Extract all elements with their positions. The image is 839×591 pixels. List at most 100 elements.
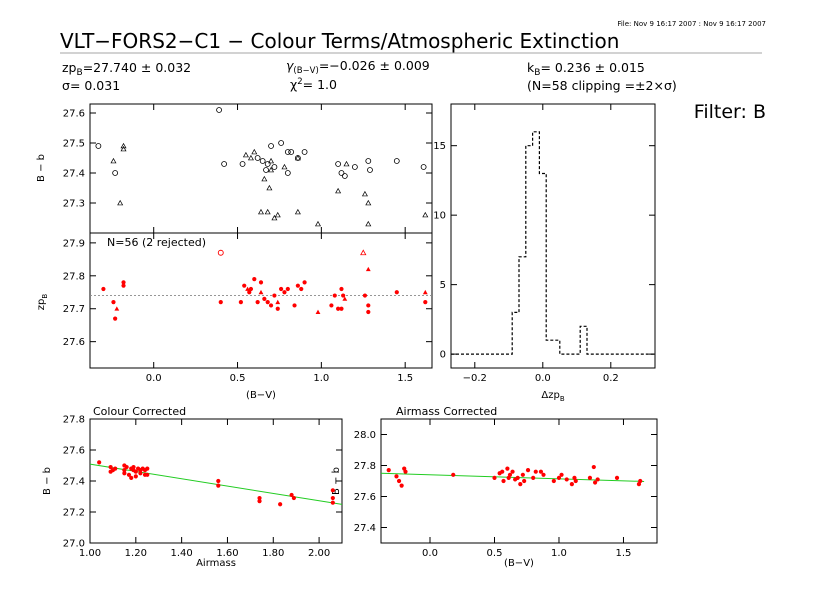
data-point bbox=[248, 286, 254, 292]
colour-corrected-x-axis-label: Airmass bbox=[196, 558, 236, 569]
data-point bbox=[394, 474, 399, 479]
data-point bbox=[255, 300, 260, 305]
data-point-circle bbox=[278, 140, 285, 146]
data-point bbox=[292, 303, 297, 308]
data-point-circle bbox=[239, 161, 246, 167]
data-point bbox=[97, 460, 102, 465]
data-point-triangle bbox=[365, 266, 371, 272]
y-tick-label: 27.8 bbox=[354, 461, 376, 472]
histogram-x-label-sub: B bbox=[560, 395, 565, 403]
x-tick-label: 1.00 bbox=[79, 548, 101, 559]
data-point-triangle bbox=[343, 160, 350, 167]
data-point bbox=[291, 495, 296, 501]
sigma-label: σ bbox=[62, 78, 70, 93]
data-point bbox=[638, 478, 643, 484]
x-tick-label: 0.2 bbox=[603, 373, 619, 384]
x-tick-label: 1.0 bbox=[551, 548, 567, 559]
svg-text:kB= 0.236 ± 0.015: kB= 0.236 ± 0.015 bbox=[527, 60, 645, 78]
y-tick-label: 27.6 bbox=[63, 337, 85, 348]
data-point-circle bbox=[284, 149, 291, 155]
data-point bbox=[329, 303, 334, 308]
chi-superscript: 2 bbox=[297, 77, 302, 87]
k-readout: kB= 0.236 ± 0.015 bbox=[527, 60, 645, 78]
data-point bbox=[122, 468, 127, 473]
data-point-triangle bbox=[315, 220, 321, 227]
k-subscript: B bbox=[534, 68, 540, 78]
data-point bbox=[285, 286, 290, 292]
data-point bbox=[299, 286, 304, 292]
data-point-triangle bbox=[268, 166, 275, 173]
data-point-circle bbox=[335, 161, 342, 167]
gamma-readout: γ(B−V)=−0.026 ± 0.009 bbox=[286, 58, 430, 76]
histogram-x-label-main: Δzp bbox=[541, 390, 559, 401]
data-point-triangle bbox=[261, 175, 268, 182]
data-point-triangle bbox=[294, 208, 301, 215]
data-point-triangle bbox=[315, 309, 321, 314]
y-tick-label: 27.6 bbox=[354, 492, 376, 503]
data-point bbox=[216, 478, 221, 484]
data-point bbox=[145, 472, 150, 477]
data-point bbox=[592, 480, 598, 485]
data-point-circle bbox=[221, 161, 228, 167]
data-point bbox=[289, 492, 294, 498]
y-tick-label: 27.9 bbox=[63, 238, 85, 249]
histogram-x-axis-label: ΔzpB bbox=[541, 390, 564, 403]
data-point bbox=[332, 293, 337, 298]
data-point bbox=[265, 300, 270, 305]
data-point-circle bbox=[95, 143, 102, 149]
zp-readout: zpB=27.740 ± 0.032 bbox=[62, 60, 191, 78]
sigma-readout: σ= 0.031 bbox=[62, 78, 120, 93]
data-point bbox=[396, 478, 402, 484]
chi-value: = 1.0 bbox=[303, 77, 337, 92]
y-tick-label: 27.6 bbox=[63, 109, 85, 120]
k-value: = 0.236 ± 0.015 bbox=[540, 60, 644, 75]
data-point-triangle bbox=[114, 306, 120, 311]
data-point-triangle bbox=[120, 145, 127, 152]
x-tick-label: 2.00 bbox=[308, 548, 330, 559]
x-tick-label: 0.0 bbox=[422, 548, 438, 559]
histogram-marks: 0 5 10 15 −0.2 0.0 0.2 bbox=[433, 104, 655, 384]
y-tick-label: 15 bbox=[433, 141, 446, 152]
svg-text:χ2= 1.0: χ2= 1.0 bbox=[290, 77, 337, 92]
data-point-triangle bbox=[365, 199, 372, 206]
data-point bbox=[541, 472, 546, 477]
data-point bbox=[216, 483, 221, 488]
y-tick-label: 27.4 bbox=[63, 477, 85, 488]
gamma-subscript: (B−V) bbox=[293, 66, 318, 76]
data-point bbox=[595, 477, 600, 482]
middle-x-axis-label: (B−V) bbox=[246, 390, 276, 401]
data-point-triangle bbox=[294, 154, 301, 161]
data-point-triangle bbox=[268, 157, 275, 164]
y-tick-label: 27.4 bbox=[354, 523, 376, 534]
data-point-circle bbox=[365, 158, 372, 164]
filter-label: Filter: B bbox=[694, 101, 766, 123]
data-point bbox=[122, 471, 127, 476]
data-point bbox=[247, 290, 252, 295]
middle-y-label-sub: B bbox=[41, 294, 49, 299]
data-point bbox=[133, 474, 138, 479]
data-point bbox=[573, 478, 578, 484]
y-tick-label: 27.5 bbox=[63, 139, 85, 150]
x-tick-label: 1.5 bbox=[397, 373, 413, 384]
data-point bbox=[302, 280, 307, 285]
chi-readout: χ2= 1.0 bbox=[290, 77, 337, 92]
data-point bbox=[525, 468, 531, 473]
y-tick-label: 27.8 bbox=[63, 415, 85, 426]
data-point bbox=[362, 293, 368, 298]
data-point-triangle bbox=[275, 299, 281, 305]
data-point bbox=[341, 293, 346, 298]
data-point-triangle bbox=[251, 148, 258, 155]
y-tick-label: 27.6 bbox=[63, 446, 85, 457]
middle-panel-frame bbox=[89, 232, 433, 369]
data-point bbox=[515, 475, 520, 480]
zp-label: zp bbox=[62, 60, 77, 75]
middle-panel-marks: 27.6 27.7 27.8 27.9 0.0 0.5 1.0 1.5 bbox=[63, 233, 432, 384]
data-point bbox=[121, 280, 126, 285]
data-point-circle bbox=[263, 167, 269, 173]
data-point bbox=[394, 290, 399, 295]
x-tick-label: 1.0 bbox=[313, 373, 329, 384]
data-point bbox=[126, 472, 132, 477]
y-tick-label: 10 bbox=[433, 211, 446, 222]
data-point bbox=[551, 478, 556, 484]
